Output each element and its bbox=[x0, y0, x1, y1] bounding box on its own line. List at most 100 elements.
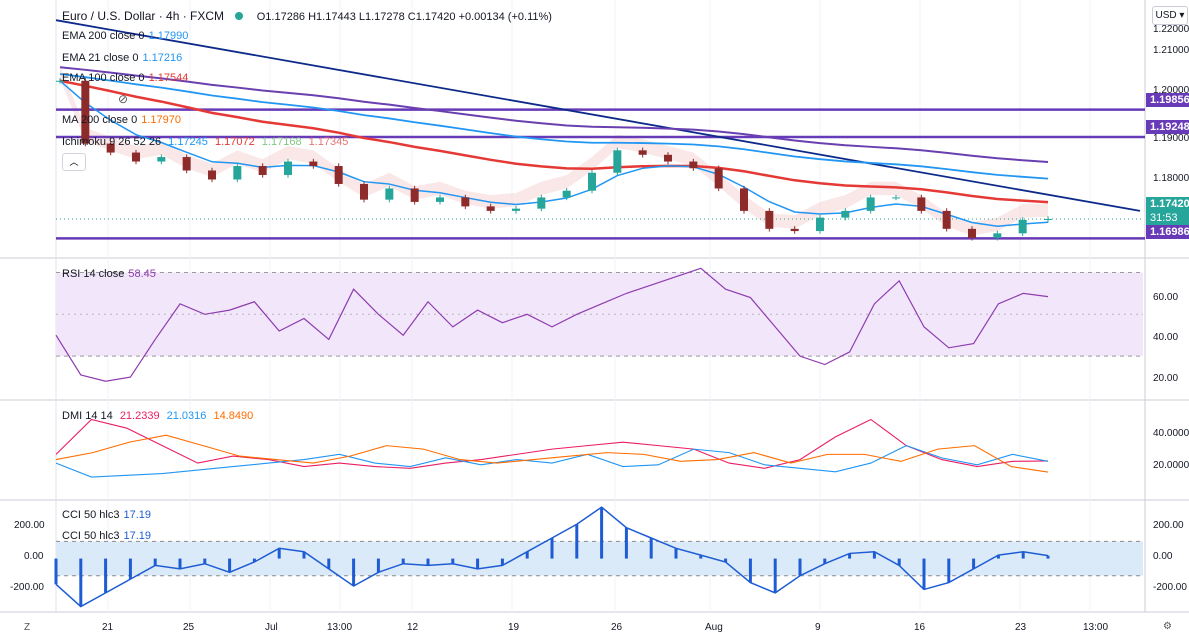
candle-body bbox=[284, 161, 292, 175]
dmi-tick: 40.0000 bbox=[1153, 428, 1189, 439]
cci-tick: -200.00 bbox=[1153, 582, 1187, 593]
time-tick: Aug bbox=[705, 622, 723, 633]
time-tick: 16 bbox=[914, 622, 926, 633]
legend-ema21[interactable]: EMA 21 close 0 1.17216 bbox=[62, 52, 183, 64]
candle-body bbox=[765, 210, 774, 229]
legend-dmi[interactable]: DMI 14 14 21.2339 21.0316 14.8490 bbox=[62, 410, 254, 422]
time-tick: 19 bbox=[508, 622, 520, 633]
cci-left-tick: 200.00 bbox=[14, 520, 45, 531]
cci-line bbox=[55, 506, 1049, 608]
dmi-tick: 20.0000 bbox=[1153, 460, 1189, 471]
time-tick: 26 bbox=[611, 622, 623, 633]
price-tick: 1.19000 bbox=[1153, 133, 1189, 144]
candle-body bbox=[714, 168, 723, 189]
ema21-line bbox=[59, 80, 1049, 228]
candle-body bbox=[106, 143, 115, 153]
price-tick: 1.18000 bbox=[1153, 173, 1189, 184]
candle-body bbox=[968, 228, 976, 238]
candle-body bbox=[258, 166, 267, 175]
candle-body bbox=[942, 210, 951, 229]
candle-body bbox=[132, 152, 140, 162]
candle-body bbox=[81, 80, 90, 144]
price-tick: 1.22000 bbox=[1153, 24, 1189, 35]
candle-body bbox=[993, 233, 1002, 238]
level-marker-2: 1.19248 bbox=[1146, 120, 1189, 134]
cci-band bbox=[56, 541, 1143, 576]
currency-selector[interactable]: USD ▾ bbox=[1152, 6, 1188, 25]
rsi-tick: 60.00 bbox=[1153, 292, 1179, 303]
candle-body bbox=[512, 208, 520, 211]
level-marker-3: 1.16986 bbox=[1146, 225, 1189, 239]
legend-cci-2[interactable]: CCI 50 hlc3 17.19 bbox=[62, 530, 152, 542]
candle-body bbox=[1044, 218, 1052, 220]
legend-ema200[interactable]: EMA 200 close 0 1.17990 bbox=[62, 30, 189, 42]
candle-body bbox=[410, 188, 419, 202]
candle-body bbox=[360, 183, 368, 200]
price-tick: 1.20000 bbox=[1153, 85, 1189, 96]
time-tick: 13:00 bbox=[1083, 622, 1109, 633]
candle-body bbox=[588, 172, 596, 191]
candle-body bbox=[56, 80, 64, 82]
candle-body bbox=[157, 157, 166, 162]
ma200-line bbox=[59, 66, 1049, 164]
time-tick: 12 bbox=[407, 622, 419, 633]
candle-body bbox=[689, 161, 698, 169]
symbol-legend[interactable]: Euro / U.S. Dollar · 4h · FXCM O1.17286 … bbox=[62, 9, 552, 23]
cci-tick: 200.00 bbox=[1153, 520, 1184, 531]
candle-body bbox=[664, 154, 672, 162]
price-tick: 1.21000 bbox=[1153, 45, 1189, 56]
settings-gear-icon[interactable]: ⚙ bbox=[1163, 621, 1172, 632]
legend-cci-1[interactable]: CCI 50 hlc3 17.19 bbox=[62, 509, 152, 521]
candle-body bbox=[892, 197, 900, 199]
time-tick: Jul bbox=[265, 622, 278, 633]
legend-ema100[interactable]: EMA 100 close 0 1.17544 bbox=[62, 72, 189, 84]
cci-left-tick: -200.00 bbox=[10, 582, 44, 593]
candle-body bbox=[486, 206, 495, 211]
rsi-tick: 20.00 bbox=[1153, 373, 1179, 384]
zoom-icon[interactable]: Z bbox=[24, 622, 31, 633]
candle-body bbox=[841, 210, 850, 218]
rsi-tick: 40.00 bbox=[1153, 332, 1179, 343]
live-dot-icon bbox=[235, 12, 244, 20]
collapse-legend-icon[interactable]: ︿ bbox=[62, 153, 86, 171]
trendline-main bbox=[55, 19, 1141, 212]
candle-body bbox=[537, 197, 546, 209]
rsi-line bbox=[55, 267, 1049, 382]
candle-body bbox=[562, 190, 571, 198]
legend-rsi[interactable]: RSI 14 close 58.45 bbox=[62, 268, 156, 280]
candle-body bbox=[233, 166, 242, 180]
ohlc-readout: O1.17286 H1.17443 L1.17278 C1.17420 +0.0… bbox=[256, 11, 552, 23]
candle-body bbox=[1018, 219, 1027, 234]
dmi-series-1 bbox=[55, 445, 1049, 478]
time-tick: 23 bbox=[1015, 622, 1027, 633]
dmi-series-2 bbox=[55, 434, 1049, 473]
candle-body bbox=[816, 217, 824, 232]
time-tick: 9 bbox=[815, 622, 821, 633]
ema100-line bbox=[59, 79, 1049, 204]
dmi-series-0 bbox=[55, 418, 1049, 469]
candle-body bbox=[208, 170, 216, 180]
candle-body bbox=[334, 166, 343, 184]
symbol-title: Euro / U.S. Dollar · 4h · FXCM bbox=[62, 9, 225, 23]
candle-body bbox=[461, 197, 470, 207]
time-tick: 25 bbox=[183, 622, 195, 633]
countdown-marker: 31:53 bbox=[1146, 211, 1189, 225]
candle-body bbox=[638, 150, 647, 155]
legend-ichimoku[interactable]: Ichimoku 9 26 52 26 1.17245 1.17072 1.17… bbox=[62, 136, 349, 148]
candle-body bbox=[436, 197, 444, 202]
candle-body bbox=[182, 157, 191, 171]
candle-body bbox=[385, 188, 394, 200]
hide-eye-icon[interactable]: ⊘ bbox=[118, 92, 129, 106]
legend-ma200[interactable]: MA 200 close 0 1.17970 bbox=[62, 114, 181, 126]
time-tick: 21 bbox=[102, 622, 114, 633]
candle-body bbox=[309, 161, 318, 167]
level-marker-1: 1.19856 bbox=[1146, 93, 1189, 107]
last-price-marker: 1.17420 bbox=[1146, 197, 1189, 211]
candle-body bbox=[790, 228, 799, 232]
candle-body bbox=[740, 188, 748, 211]
cci-tick: 0.00 bbox=[1153, 551, 1173, 562]
cci-left-tick: 0.00 bbox=[24, 551, 44, 562]
candle-body bbox=[917, 197, 926, 211]
candle-body bbox=[866, 197, 875, 211]
